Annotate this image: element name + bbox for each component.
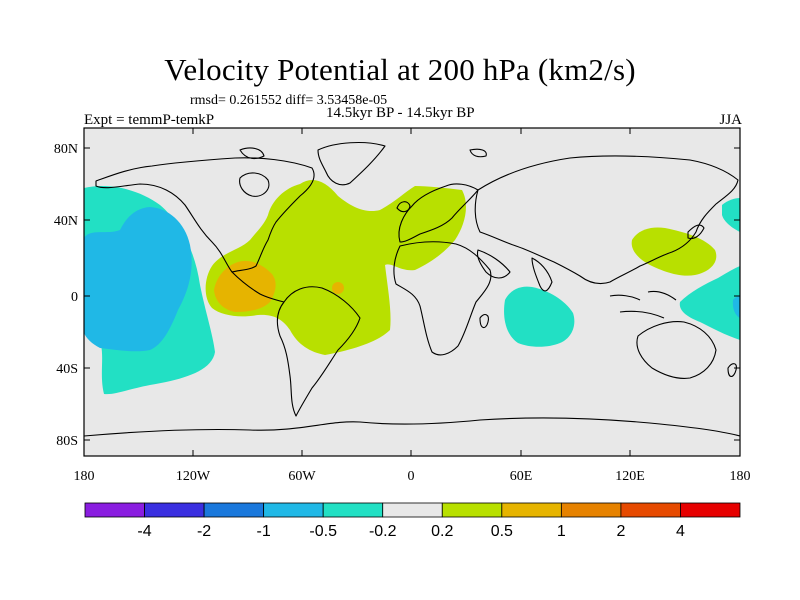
colorbar-swatch: [382, 502, 443, 518]
colorbar-label: -0.5: [309, 523, 337, 540]
colorbar-label: 0.2: [431, 523, 453, 540]
coastline-australia: [636, 321, 717, 379]
lat-tick-label: 0: [71, 290, 78, 305]
colorbar-swatch: [501, 502, 562, 518]
lon-tick-label: 180: [74, 469, 95, 484]
colorbar: -4 -2 -1 -0.5 -0.2 0.2 0.5 1 2 4: [84, 502, 741, 540]
coastline-madagascar: [479, 313, 489, 329]
coastline-arabia: [476, 249, 511, 279]
coastline-antarctica: [84, 417, 740, 437]
coastline-new-zealand: [727, 363, 737, 378]
coastline-south-america: [276, 286, 361, 417]
shaded-regions: [84, 180, 740, 395]
coastline-greenland: [317, 142, 386, 186]
indian-ocean-negative-region: [504, 286, 575, 347]
pacific-negative-core: [84, 207, 192, 352]
coastline-indonesia: [609, 290, 677, 319]
lon-tick-label: 120W: [176, 469, 211, 484]
colorbar-swatch: [680, 502, 741, 518]
coastline-north-america: [95, 157, 315, 273]
colorbar-swatch: [84, 502, 145, 518]
season-label: JJA: [719, 112, 742, 128]
lat-tick-label: 80N: [54, 142, 78, 157]
lon-tick-label: 60W: [288, 469, 316, 484]
experiment-label: Expt = temmP-temkP: [84, 112, 215, 128]
lat-tick-label: 80S: [56, 434, 78, 449]
coastline-british-isles: [396, 201, 411, 213]
colorbar-swatch: [203, 502, 265, 518]
colorbar-label: 4: [676, 523, 685, 540]
lon-tick-label: 0: [408, 469, 415, 484]
colorbar-swatch: [620, 502, 681, 518]
longitude-axis: 180 120W 60W 0 60E 120E 180: [74, 128, 751, 484]
plot-frame: [83, 127, 741, 457]
coastline-india: [531, 257, 553, 292]
colorbar-swatch: [560, 502, 622, 518]
coastline-arctic-islands: [239, 147, 487, 160]
colorbar-label: 2: [616, 523, 625, 540]
colorbar-swatch: [263, 502, 324, 518]
colorbar-label: -2: [197, 523, 211, 540]
coastline-hudson-bay: [239, 172, 270, 197]
colorbar-label: 0.5: [491, 523, 513, 540]
colorbar-swatch: [144, 502, 205, 518]
colorbar-swatch: [441, 502, 503, 518]
lon-tick-label: 60E: [510, 469, 533, 484]
coastline-asia: [474, 155, 739, 285]
colorbar-label: 1: [557, 523, 566, 540]
lat-tick-label: 40N: [54, 214, 78, 229]
coastline-japan: [687, 224, 705, 240]
latitude-axis: 80N 40N 0 40S 80S: [54, 142, 740, 449]
colorbar-label: -1: [257, 523, 271, 540]
colorbar-label: -0.2: [369, 523, 397, 540]
south-atlantic-positive-spot: [332, 282, 344, 294]
west-pacific-negative-region: [679, 266, 740, 340]
lon-tick-label: 180: [730, 469, 751, 484]
lat-tick-label: 40S: [56, 362, 78, 377]
stats-line: rmsd= 0.261552 diff= 3.53458e-05: [190, 93, 388, 108]
coastlines: [84, 142, 740, 437]
northeast-pacific-negative-region: [722, 198, 740, 232]
colorbar-label: -4: [137, 523, 151, 540]
colorbar-swatch: [322, 502, 384, 518]
map-title: Velocity Potential at 200 hPa (km2/s): [164, 52, 636, 87]
coastline-africa: [393, 241, 492, 356]
lon-tick-label: 120E: [615, 469, 645, 484]
coastline-central-america: [231, 271, 285, 303]
west-pacific-core-spot: [732, 296, 740, 318]
central-america-positive-core: [214, 260, 276, 312]
period-label: 14.5kyr BP - 14.5kyr BP: [326, 105, 475, 121]
